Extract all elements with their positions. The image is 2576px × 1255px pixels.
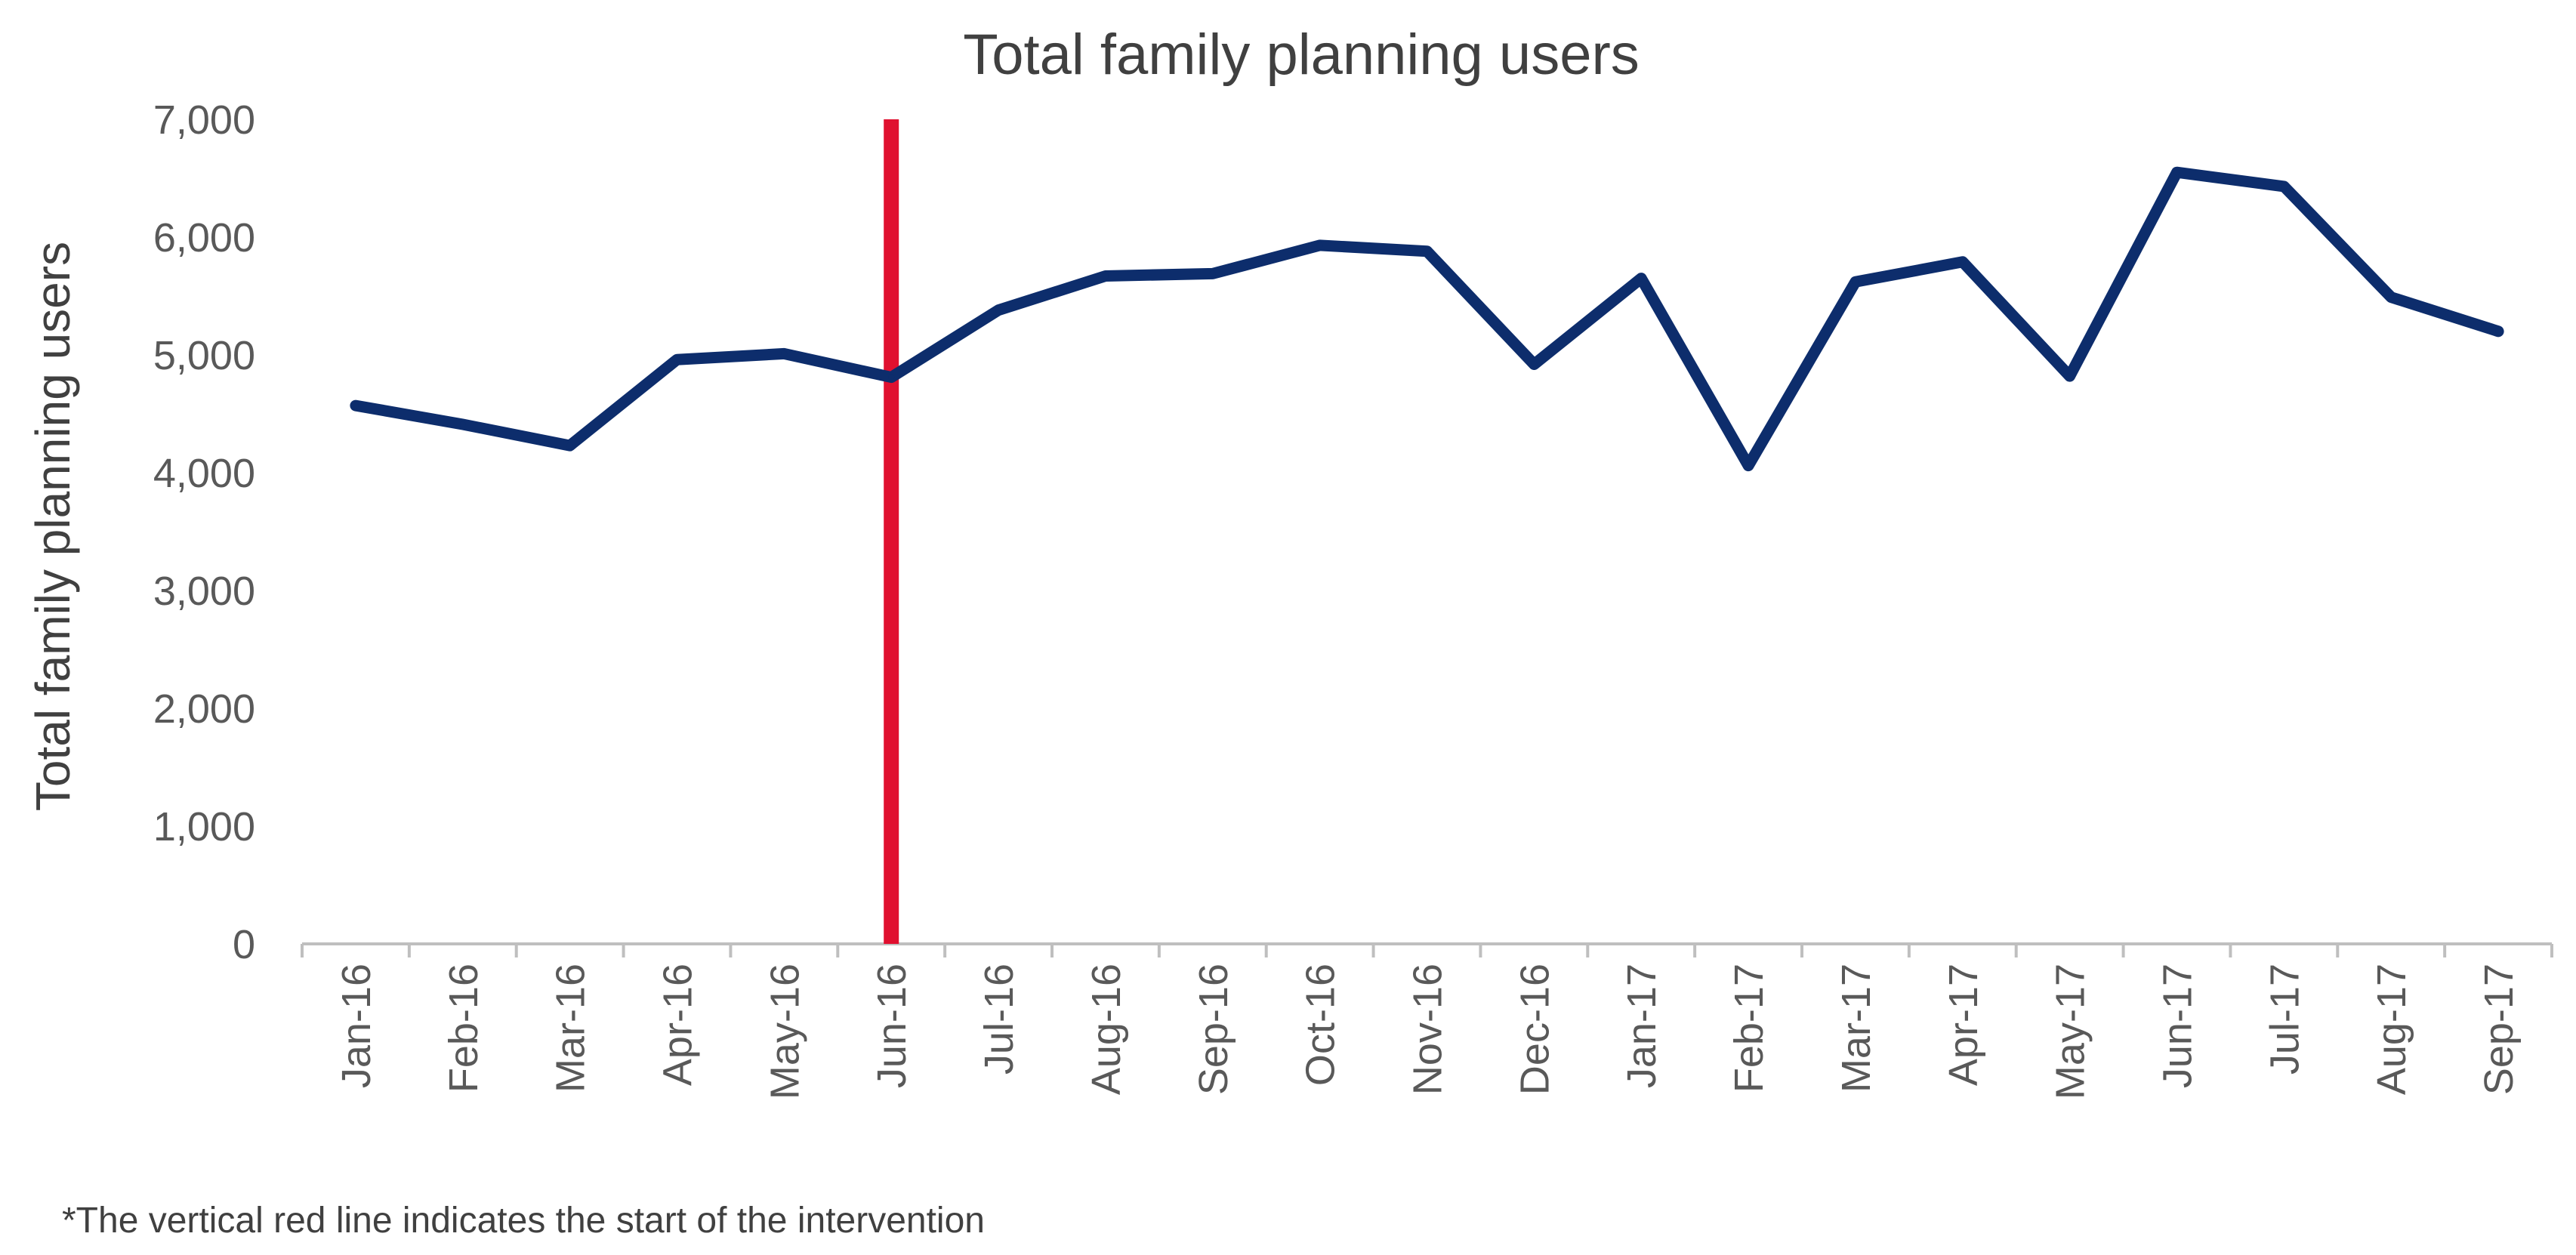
data-point (2388, 294, 2395, 301)
y-tick-label: 3,000 (153, 569, 255, 614)
x-tick-label: Feb-17 (1726, 964, 1772, 1093)
x-tick-label: Apr-16 (656, 964, 701, 1086)
y-tick-label: 7,000 (153, 97, 255, 143)
data-point (2495, 328, 2502, 335)
x-tick-label: Mar-16 (548, 964, 594, 1093)
data-point (1959, 258, 1966, 265)
data-point (1316, 242, 1323, 248)
data-point (352, 402, 359, 409)
x-tick-label: Jul-17 (2262, 964, 2307, 1075)
data-point (1102, 273, 1109, 279)
chart-title: Total family planning users (963, 23, 1640, 87)
y-tick-label: 2,000 (153, 686, 255, 732)
x-tick-label: May-16 (762, 964, 807, 1099)
data-point (995, 307, 1002, 313)
x-tick-label: Jun-17 (2155, 964, 2201, 1088)
y-tick-label: 6,000 (153, 215, 255, 261)
data-point (2281, 183, 2288, 190)
x-tick-label: Sep-16 (1191, 964, 1236, 1095)
x-tick-label: Nov-16 (1405, 964, 1451, 1095)
x-tick-label: Apr-17 (1941, 964, 1986, 1086)
data-point (566, 442, 573, 449)
x-tick-label: May-17 (2048, 964, 2093, 1099)
x-tick-label: Jul-16 (976, 964, 1022, 1075)
x-axis (301, 942, 2553, 957)
x-tick-label: Sep-17 (2476, 964, 2522, 1095)
x-axis-ticks: Jan-16 Feb-16 Mar-16 Apr-16 May-16 Jun-16 Jul-… (334, 964, 2522, 1099)
x-tick-label: Jan-16 (334, 964, 379, 1088)
y-tick-label: 1,000 (153, 804, 255, 850)
data-point (781, 350, 788, 357)
x-tick-label: Jun-16 (869, 964, 915, 1088)
y-tick-label: 5,000 (153, 333, 255, 378)
x-tick-label: Feb-16 (441, 964, 486, 1093)
data-point (674, 356, 680, 363)
data-point (459, 421, 466, 428)
data-point (1852, 279, 1859, 285)
footnote: *The vertical red line indicates the sta… (62, 1201, 985, 1241)
x-tick-label: Aug-17 (2369, 964, 2414, 1095)
x-tick-label: Mar-17 (1834, 964, 1879, 1093)
x-tick-label: Dec-16 (1512, 964, 1557, 1095)
y-axis-ticks: 0 1,000 2,000 3,000 4,000 5,000 6,000 7,000 (153, 97, 255, 967)
data-point (888, 374, 895, 381)
series-line (350, 166, 2504, 472)
data-point (1424, 248, 1430, 254)
y-axis-title: Total family planning users (26, 242, 80, 811)
x-tick-label: Oct-16 (1298, 964, 1344, 1086)
x-tick-label: Aug-16 (1084, 964, 1129, 1095)
data-point (2173, 169, 2180, 176)
data-point (1209, 270, 1216, 277)
data-point (1638, 275, 1645, 282)
y-tick-label: 4,000 (153, 451, 255, 496)
y-tick-label: 0 (233, 922, 255, 967)
x-tick-label: Jan-17 (1619, 964, 1664, 1088)
data-point (2066, 373, 2073, 380)
data-point (1531, 361, 1538, 368)
data-point (1745, 462, 1752, 469)
series-layer (350, 166, 2504, 472)
